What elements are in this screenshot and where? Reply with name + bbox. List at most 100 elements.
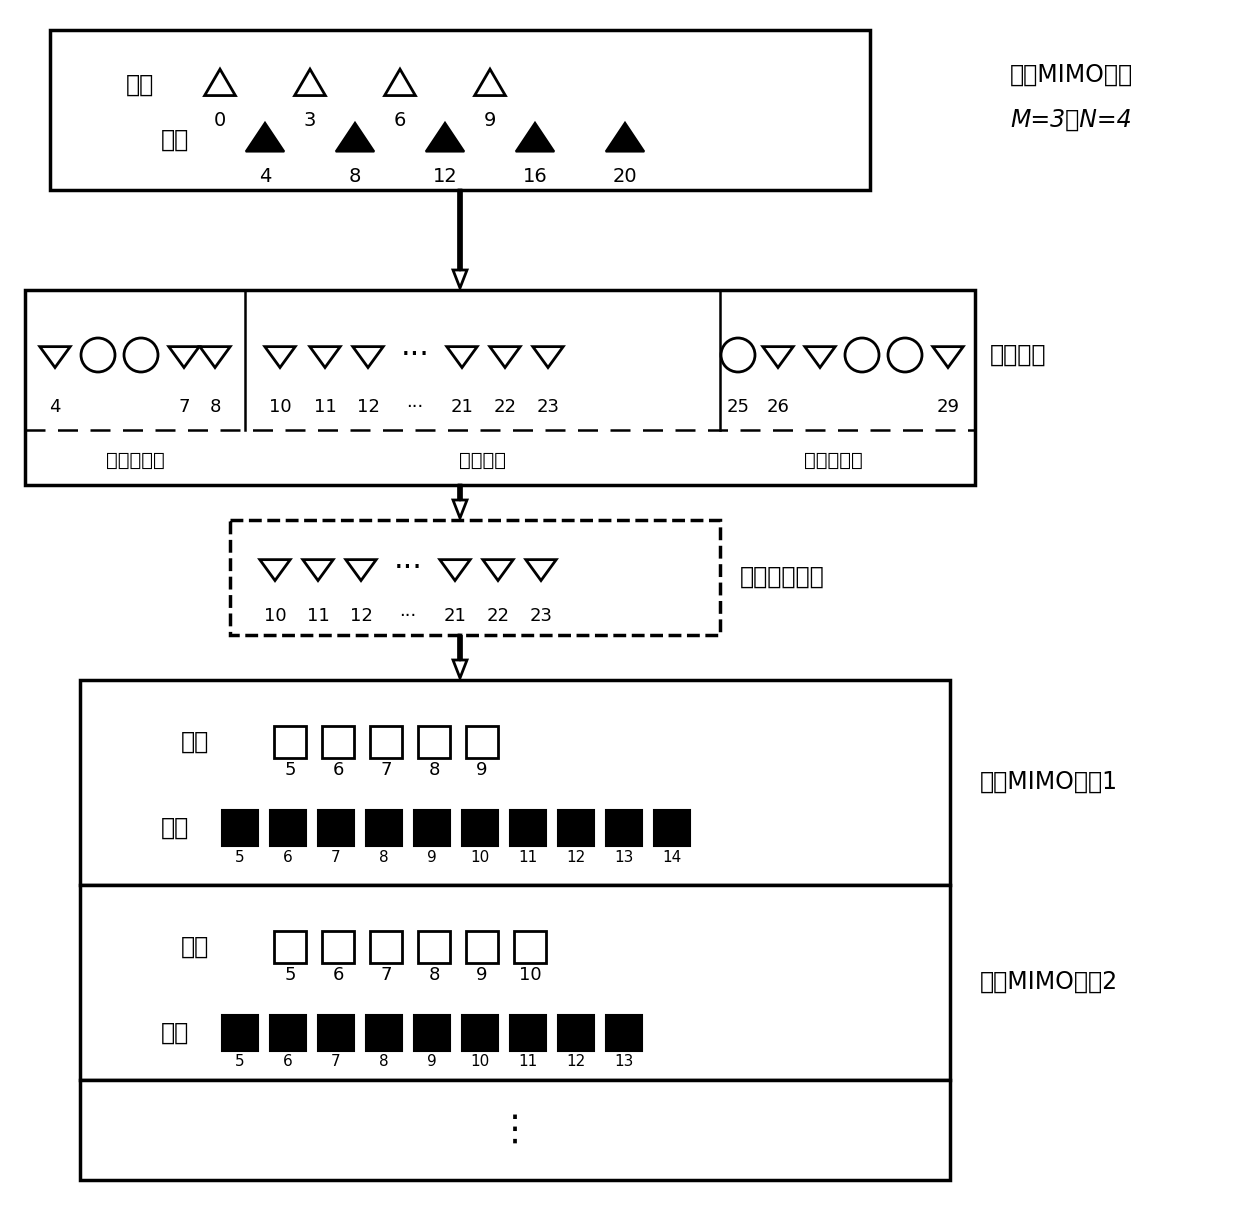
Text: 5: 5: [236, 1054, 244, 1069]
Text: 25: 25: [727, 398, 749, 416]
Text: 8: 8: [379, 1054, 389, 1069]
Bar: [366, 1015, 402, 1051]
FancyArrow shape: [453, 190, 467, 288]
Text: 7: 7: [331, 1054, 341, 1069]
Bar: [466, 931, 498, 962]
Text: 10: 10: [470, 1054, 490, 1069]
Text: 11: 11: [314, 398, 336, 416]
Bar: [270, 810, 306, 846]
Text: 5: 5: [284, 966, 296, 984]
Text: 21: 21: [444, 607, 466, 625]
Bar: [463, 810, 498, 846]
Text: 8: 8: [428, 966, 440, 984]
Polygon shape: [246, 123, 284, 152]
Text: 22: 22: [494, 398, 517, 416]
Bar: [558, 810, 594, 846]
Bar: [370, 931, 402, 962]
Text: 10: 10: [518, 966, 542, 984]
Text: 9: 9: [484, 110, 496, 130]
Text: 7: 7: [381, 761, 392, 779]
Bar: [510, 810, 546, 846]
Text: 9: 9: [427, 1054, 436, 1069]
Text: 12: 12: [357, 398, 379, 416]
Polygon shape: [336, 123, 374, 152]
Text: 13: 13: [614, 1054, 634, 1069]
Bar: [222, 810, 258, 846]
Bar: [510, 1015, 546, 1051]
Text: 12: 12: [433, 167, 458, 185]
Text: 4: 4: [259, 167, 272, 185]
Polygon shape: [516, 123, 554, 152]
Text: 均匀部分: 均匀部分: [460, 450, 506, 470]
Bar: [229, 520, 720, 635]
Text: 7: 7: [331, 850, 341, 864]
Text: 23: 23: [529, 607, 553, 625]
Text: ···: ···: [393, 553, 423, 582]
Text: 非均匀部分: 非均匀部分: [804, 450, 862, 470]
Bar: [317, 810, 353, 846]
Text: 6: 6: [283, 1054, 293, 1069]
Bar: [25, 291, 975, 485]
Text: 8: 8: [210, 398, 221, 416]
Bar: [606, 1015, 642, 1051]
Text: 6: 6: [332, 966, 343, 984]
Text: 11: 11: [518, 850, 538, 864]
Text: 非均匀部分: 非均匀部分: [105, 450, 165, 470]
Bar: [81, 885, 950, 1080]
Bar: [466, 726, 498, 758]
Bar: [274, 726, 306, 758]
Bar: [414, 1015, 450, 1051]
Text: 虚拟MIMO阵列1: 虚拟MIMO阵列1: [980, 770, 1118, 794]
Text: 5: 5: [236, 850, 244, 864]
Text: 12: 12: [567, 1054, 585, 1069]
Text: 29: 29: [936, 398, 960, 416]
Text: ···: ···: [399, 607, 417, 625]
Bar: [370, 726, 402, 758]
Polygon shape: [425, 123, 464, 152]
Bar: [270, 1015, 306, 1051]
Text: 和协同阵: 和协同阵: [990, 343, 1047, 367]
Text: 虚拟MIMO阵列2: 虚拟MIMO阵列2: [980, 970, 1118, 994]
Text: 7: 7: [179, 398, 190, 416]
Text: 5: 5: [284, 761, 296, 779]
Text: 21: 21: [450, 398, 474, 416]
Bar: [653, 810, 689, 846]
Text: 参考和协同阵: 参考和协同阵: [740, 565, 825, 588]
Polygon shape: [606, 123, 645, 152]
Text: ···: ···: [401, 341, 429, 369]
Text: 6: 6: [332, 761, 343, 779]
FancyArrow shape: [453, 635, 467, 678]
Text: M=3，N=4: M=3，N=4: [1011, 108, 1132, 132]
Text: ···: ···: [407, 398, 424, 416]
Text: 20: 20: [613, 167, 637, 185]
Text: 0: 0: [213, 110, 226, 130]
Text: 接收: 接收: [161, 817, 190, 840]
Text: ⋮: ⋮: [497, 1113, 533, 1148]
Text: 发射: 发射: [181, 729, 210, 754]
Text: 6: 6: [394, 110, 407, 130]
Bar: [222, 1015, 258, 1051]
Bar: [515, 931, 546, 962]
Text: 11: 11: [306, 607, 330, 625]
Bar: [366, 810, 402, 846]
Text: 12: 12: [350, 607, 372, 625]
Text: 发射: 发射: [126, 74, 154, 97]
Bar: [317, 1015, 353, 1051]
Text: 9: 9: [476, 761, 487, 779]
Text: 6: 6: [283, 850, 293, 864]
Text: 10: 10: [264, 607, 286, 625]
Text: 22: 22: [486, 607, 510, 625]
Text: 接收: 接收: [161, 128, 190, 152]
Text: 12: 12: [567, 850, 585, 864]
Bar: [81, 680, 950, 885]
Bar: [463, 1015, 498, 1051]
Text: 10: 10: [269, 398, 291, 416]
Text: 9: 9: [476, 966, 487, 984]
Text: 互质MIMO阵列: 互质MIMO阵列: [1011, 63, 1133, 87]
Text: 14: 14: [662, 850, 682, 864]
Bar: [322, 931, 353, 962]
Text: 26: 26: [766, 398, 790, 416]
Text: 发射: 发射: [181, 935, 210, 959]
Bar: [414, 810, 450, 846]
Bar: [322, 726, 353, 758]
